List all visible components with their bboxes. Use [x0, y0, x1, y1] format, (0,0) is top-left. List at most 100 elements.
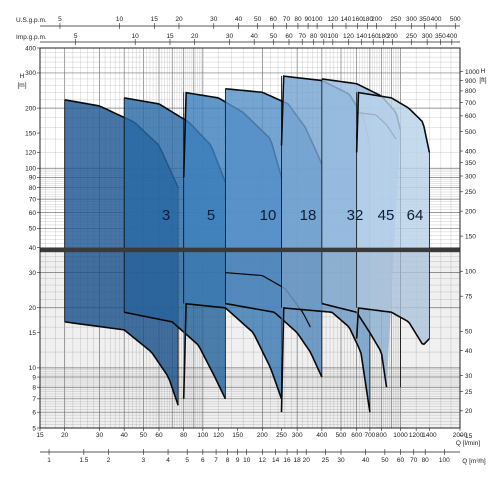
- series-label-3: 3: [162, 207, 170, 224]
- right-tick-label: 300: [465, 173, 476, 180]
- left-tick-label: 100: [25, 166, 36, 173]
- left-axis-unit: H: [20, 73, 25, 80]
- bottom-m3h-unit: Q [m³/h]: [462, 458, 486, 465]
- bottom-m3h-tick-label: 16: [283, 457, 291, 464]
- top-impgpm-tick-label: 180: [378, 33, 389, 40]
- top-usgpm-tick-label: 30: [210, 16, 218, 23]
- bottom-m3h-tick-label: 14: [272, 457, 280, 464]
- top-impgpm-tick-label: 60: [285, 33, 293, 40]
- bottom-lmin-tick-label: 30: [96, 432, 104, 439]
- bottom-lmin-tick-label: 60: [155, 432, 163, 439]
- left-tick-label: 15: [29, 330, 37, 337]
- bottom-m3h-tick-label: 5: [185, 457, 189, 464]
- series-label-18: 18: [300, 207, 317, 224]
- top-impgpm-tick-label: 200: [387, 33, 398, 40]
- right-tick-label: 800: [465, 88, 476, 95]
- top-usgpm-tick-label: 500: [450, 16, 461, 23]
- horizontal-band: [40, 247, 460, 428]
- right-tick-label: 100: [465, 269, 476, 276]
- lower-region-shade: [40, 252, 460, 428]
- left-axis-unit-sub: [m]: [17, 82, 26, 89]
- top-impgpm-tick-label: 250: [406, 33, 417, 40]
- left-tick-label: 10: [29, 365, 37, 372]
- top-impgpm-tick-label: 5: [74, 33, 78, 40]
- top-impgpm-tick-label: 10: [132, 33, 140, 40]
- right-tick-label: 350: [465, 160, 476, 167]
- bottom-lmin-tick-label: 15: [36, 432, 44, 439]
- right-tick-label: 20: [465, 408, 473, 415]
- left-tick-label: 50: [29, 226, 37, 233]
- series-label-10: 10: [260, 207, 277, 224]
- top-usgpm-tick-label: 80: [294, 16, 302, 23]
- bottom-m3h-tick-label: 18: [294, 457, 302, 464]
- left-tick-label: 30: [29, 270, 37, 277]
- bottom-m3h-tick-label: 25: [322, 457, 330, 464]
- left-tick-label: 8: [32, 385, 36, 392]
- series-label-32: 32: [347, 207, 364, 224]
- top-impgpm-tick-label: 30: [226, 33, 234, 40]
- top-usgpm-tick-label: 140: [341, 16, 352, 23]
- right-tick-label: 15: [465, 433, 473, 440]
- top-impgpm-tick-label: 20: [191, 33, 199, 40]
- bottom-m3h-tick-label: 70: [410, 457, 418, 464]
- top-usgpm-tick-label: 100: [312, 16, 323, 23]
- bottom-lmin-tick-label: 40: [121, 432, 129, 439]
- bottom-lmin-unit: Q [l/min]: [456, 440, 480, 447]
- right-tick-label: 30: [465, 373, 473, 380]
- bottom-lmin-tick-label: 800: [376, 432, 387, 439]
- bottom-lmin-tick-label: 700: [364, 432, 375, 439]
- bottom-m3h-tick-label: 30: [337, 457, 345, 464]
- bottom-lmin-tick-label: 2000: [453, 432, 468, 439]
- top-impgpm-tick-label: 70: [299, 33, 307, 40]
- bottom-m3h-tick-label: 50: [381, 457, 389, 464]
- bottom-m3h-tick-label: 8: [226, 457, 230, 464]
- top-impgpm-tick-label: 140: [356, 33, 367, 40]
- bottom-lmin-tick-label: 1200: [409, 432, 424, 439]
- left-tick-label: 300: [25, 70, 36, 77]
- bottom-lmin-tick-label: 1400: [422, 432, 437, 439]
- series-min-curve-64: [355, 307, 430, 346]
- series-label-64: 64: [407, 207, 424, 224]
- series-labels: 3 5 10 18 32 45 64: [162, 207, 424, 224]
- series-label-45: 45: [378, 207, 395, 224]
- left-tick-label: 120: [25, 150, 36, 157]
- bottom-lmin-tick-label: 80: [180, 432, 188, 439]
- top-usgpm-tick-label: 10: [116, 16, 124, 23]
- right-tick-label: 200: [465, 208, 476, 215]
- bottom-lmin-tick-label: 600: [351, 432, 362, 439]
- right-tick-label: 40: [465, 348, 473, 355]
- top-usgpm-tick-label: 120: [327, 16, 338, 23]
- top-usgpm-tick-label: 180: [362, 16, 373, 23]
- top-impgpm-tick-label: 350: [435, 33, 446, 40]
- bottom-lmin-tick-label: 20: [61, 432, 69, 439]
- bottom-lmin-tick-label: 250: [276, 432, 287, 439]
- left-tick-label: 40: [29, 245, 37, 252]
- right-tick-label: 900: [465, 78, 476, 85]
- series-min-curve-32: [280, 307, 371, 413]
- left-tick-label: 7: [32, 396, 36, 403]
- bottom-lmin-tick-label: 100: [197, 432, 208, 439]
- bottom-m3h-tick-label: 4: [166, 457, 170, 464]
- left-tick-label: 5: [32, 425, 36, 432]
- top-usgpm-tick-label: 15: [151, 16, 159, 23]
- top-usgpm-tick-label: 160: [352, 16, 363, 23]
- band-line: [40, 247, 460, 253]
- series-min-curve-18: [225, 302, 323, 378]
- bottom-m3h-tick-label: 6: [201, 457, 205, 464]
- bottom-m3h-tick-label: 20: [303, 457, 311, 464]
- left-tick-label: 70: [29, 196, 37, 203]
- bottom-m3h-tick-label: 3: [142, 457, 146, 464]
- bottom-m3h-tick-label: 9: [236, 457, 240, 464]
- left-tick-label: 200: [25, 105, 36, 112]
- bottom-m3h-tick-label: 1.5: [79, 457, 88, 464]
- bottom-m3h-tick-label: 10: [243, 457, 251, 464]
- top-impgpm-tick-label: 300: [422, 33, 433, 40]
- bottom-lmin-tick-label: 200: [257, 432, 268, 439]
- right-tick-label: 600: [465, 113, 476, 120]
- bottom-m3h-tick-label: 80: [422, 457, 430, 464]
- top-impgpm-tick-label: 15: [166, 33, 174, 40]
- top-usgpm-tick-label: 40: [235, 16, 243, 23]
- top-usgpm-tick-label: 50: [254, 16, 262, 23]
- bottom-lmin-tick-label: 300: [292, 432, 303, 439]
